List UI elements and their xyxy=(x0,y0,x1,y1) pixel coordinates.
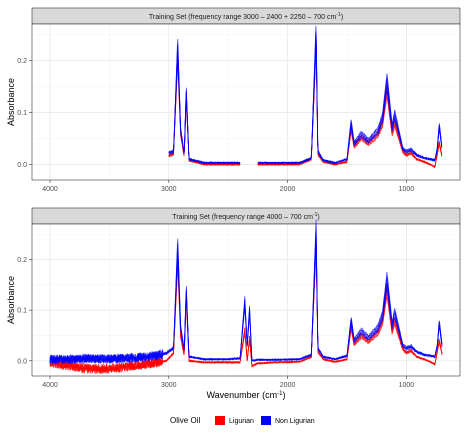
y-tick-label: 0.2 xyxy=(17,257,27,264)
panel-2-border xyxy=(31,223,461,377)
x-tick-label: 1000 xyxy=(399,382,415,389)
y-tick-label: 0.2 xyxy=(17,58,27,65)
legend-label-ligurian: Ligurian xyxy=(229,418,254,425)
x-tick-label: 3000 xyxy=(161,382,177,389)
x-tick-label: 4000 xyxy=(42,382,58,389)
y-tick-label: 0.0 xyxy=(17,162,27,169)
panel-2: Training Set (frequency range 4000 – 700… xyxy=(6,207,461,389)
x-tick-label: 2000 xyxy=(280,382,296,389)
panel-1-plot-area xyxy=(32,24,460,180)
legend: Olive Oil Ligurian Non Ligurian xyxy=(170,416,315,425)
y-tick-label: 0.0 xyxy=(17,358,27,365)
panel-1: Training Set (frequency range 3000 – 240… xyxy=(6,7,461,193)
y-tick-label: 0.1 xyxy=(17,110,27,117)
panel-2-grid xyxy=(32,224,460,376)
y-tick-label: 0.1 xyxy=(17,308,27,315)
x-axis-title: Wavenumber (cm-1) xyxy=(206,390,285,400)
panel-2-x-ticks: 4000 3000 2000 1000 xyxy=(42,376,414,389)
legend-label-non-ligurian: Non Ligurian xyxy=(275,418,315,425)
x-tick-label: 1000 xyxy=(399,186,415,193)
x-tick-label: 4000 xyxy=(42,186,58,193)
x-tick-label: 2000 xyxy=(280,186,296,193)
legend-swatch-non-ligurian xyxy=(261,416,271,425)
x-tick-label: 3000 xyxy=(161,186,177,193)
series-line-non-ligurian xyxy=(49,219,443,365)
series-line-non-ligurian xyxy=(257,25,443,165)
panel-2-plot-area xyxy=(32,224,460,376)
panel-1-border xyxy=(31,23,461,181)
series-line-non-ligurian xyxy=(168,39,241,165)
panel-1-x-ticks: 4000 3000 2000 1000 xyxy=(42,180,414,193)
panel-1-series xyxy=(168,25,443,169)
panel-2-y-ticks: 0.0 0.1 0.2 xyxy=(17,257,32,365)
panel-2-y-axis-title: Absorbance xyxy=(6,276,16,324)
legend-swatch-ligurian xyxy=(215,416,225,425)
panel-1-y-ticks: 0.0 0.1 0.2 xyxy=(17,58,32,169)
panel-2-series xyxy=(49,219,443,375)
panel-1-y-axis-title: Absorbance xyxy=(6,78,16,126)
panel-1-title: Training Set (frequency range 3000 – 240… xyxy=(149,12,343,21)
legend-title: Olive Oil xyxy=(170,416,200,425)
panel-2-title: Training Set (frequency range 4000 – 700… xyxy=(172,212,319,221)
